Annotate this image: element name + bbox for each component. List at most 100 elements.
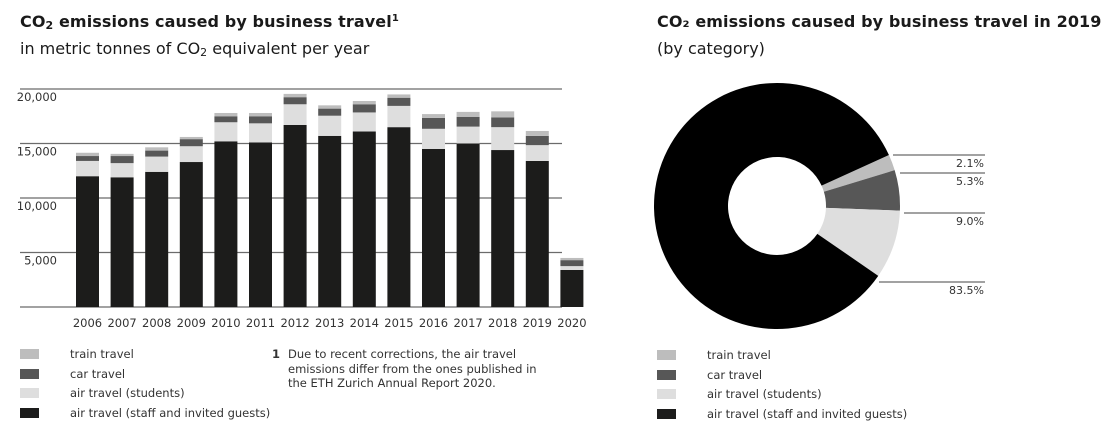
legend-item-train: train travel <box>20 344 270 364</box>
x-tick-label: 2018 <box>488 316 517 330</box>
bar-title-footnote-marker: 1 <box>391 13 399 24</box>
donut-percent-label: 2.1% <box>956 157 984 170</box>
bar-segment-car-travel <box>387 97 411 106</box>
legend-item-students: air travel (students) <box>657 384 907 404</box>
bar-segment-air-travel-staff-and-invited-guests <box>318 135 342 307</box>
bar-chart-legend: train travel car travel air travel (stud… <box>20 344 270 423</box>
bar-segment-train-travel <box>214 112 238 117</box>
bar-segment-car-travel <box>525 135 549 146</box>
x-tick-label: 2010 <box>211 316 240 330</box>
legend-swatch-staff <box>657 408 676 419</box>
legend-item-staff: air travel (staff and invited guests) <box>657 404 907 424</box>
bar-segment-air-travel-staff-and-invited-guests <box>249 142 272 307</box>
legend-label: train travel <box>707 347 771 362</box>
bar-segment-air-travel-staff-and-invited-guests <box>110 177 134 307</box>
bar-chart-subtitle: in metric tonnes of CO2 equivalent per y… <box>20 39 369 59</box>
footnote-text: Due to recent corrections, the air trave… <box>288 347 537 390</box>
y-tick-label: 5,000 <box>24 254 57 268</box>
x-tick-label: 2011 <box>246 316 275 330</box>
bar-segment-train-travel <box>352 100 376 105</box>
bar-segment-air-travel-staff-and-invited-guests <box>145 171 169 307</box>
bar-segment-car-travel <box>179 139 203 147</box>
donut-percent-label: 83.5% <box>949 284 984 297</box>
bar-segment-air-travel-staff-and-invited-guests <box>283 124 307 307</box>
footnote-marker: 1 <box>272 347 281 361</box>
legend-label: air travel (staff and invited guests) <box>707 406 908 421</box>
bar-segment-train-travel <box>456 111 480 117</box>
footnote: 1 Due to recent corrections, the air tra… <box>272 347 558 391</box>
legend-swatch-train <box>20 348 39 359</box>
donut-slice-air-travel-staff-and-invited-guests <box>654 83 889 330</box>
x-tick-label: 2015 <box>384 316 413 330</box>
bar-segment-car-travel <box>283 97 307 105</box>
x-tick-label: 2009 <box>177 316 206 330</box>
bar-title-pre: CO <box>20 12 46 31</box>
bar-segment-train-travel <box>76 152 99 157</box>
donut-chart-title: CO₂ emissions caused by business travel … <box>657 12 1102 31</box>
bar-segment-air-travel-students <box>249 123 272 143</box>
bar-segment-air-travel-students <box>110 163 134 178</box>
donut-chart-subtitle: (by category) <box>657 39 765 58</box>
donut-slice-car-travel <box>823 170 900 211</box>
x-tick-label: 2007 <box>107 316 136 330</box>
legend-label: car travel <box>70 366 126 381</box>
bar-segment-train-travel <box>560 257 584 261</box>
bar-segment-car-travel <box>422 117 445 129</box>
bar-segment-air-travel-students <box>387 105 411 128</box>
bar-subtitle-sub: 2 <box>200 46 208 59</box>
bar-segment-air-travel-students <box>76 160 99 177</box>
legend-item-car: car travel <box>20 364 270 384</box>
donut-slice-air-travel-students <box>817 207 900 276</box>
bar-segment-train-travel <box>145 147 169 151</box>
bar-segment-car-travel <box>249 116 272 124</box>
bar-subtitle-post: equivalent per year <box>207 39 370 58</box>
bar-segment-air-travel-staff-and-invited-guests <box>525 160 549 307</box>
bar-segment-air-travel-students <box>318 115 342 136</box>
legend-label: air travel (students) <box>707 387 822 402</box>
donut-percent-label: 9.0% <box>956 215 984 228</box>
x-tick-label: 2012 <box>280 316 309 330</box>
bar-segment-car-travel <box>560 260 584 267</box>
legend-swatch-car <box>657 369 676 380</box>
bar-segment-train-travel <box>249 112 272 117</box>
bar-segment-air-travel-staff-and-invited-guests <box>560 269 584 307</box>
bar-segment-air-travel-students <box>214 122 238 142</box>
bar-segment-car-travel <box>145 150 169 157</box>
bar-title-post: emissions caused by business travel <box>53 12 392 31</box>
y-tick-label: 10,000 <box>17 199 57 213</box>
bar-segment-air-travel-students <box>352 112 376 132</box>
donut-chart: 2.1% 5.3% 9.0% 83.5% <box>654 83 985 330</box>
legend-swatch-students <box>657 389 676 400</box>
legend-item-staff: air travel (staff and invited guests) <box>20 403 270 423</box>
x-tick-label: 2016 <box>419 316 448 330</box>
bar-segment-air-travel-students <box>456 126 480 144</box>
bar-title-sub: 2 <box>45 19 54 32</box>
bar-segment-car-travel <box>214 116 238 123</box>
legend-swatch-students <box>20 388 39 399</box>
bar-segment-train-travel <box>387 94 411 98</box>
y-tick-label: 20,000 <box>17 90 57 104</box>
bar-segment-car-travel <box>456 116 480 127</box>
bar-segment-train-travel <box>318 105 342 109</box>
legend-label: car travel <box>707 367 763 382</box>
bar-segment-train-travel <box>283 93 307 98</box>
bar-segment-car-travel <box>110 156 134 164</box>
bar-segment-air-travel-students <box>525 145 549 161</box>
bar-segment-air-travel-staff-and-invited-guests <box>179 162 203 307</box>
bar-segment-air-travel-staff-and-invited-guests <box>456 143 480 307</box>
bar-segment-air-travel-staff-and-invited-guests <box>214 141 238 307</box>
x-tick-label: 2008 <box>142 316 171 330</box>
legend-swatch-staff <box>20 407 39 418</box>
x-tick-label: 2017 <box>453 316 482 330</box>
bar-segment-air-travel-students <box>422 128 445 149</box>
donut-slice-train-travel <box>821 154 895 192</box>
bar-segment-car-travel <box>352 104 376 113</box>
legend-swatch-car <box>20 368 39 379</box>
bar-segment-car-travel <box>491 117 515 128</box>
stacked-bar-chart: 5,000 10,000 15,000 20,000 2006 2007 2008 2009 2… <box>17 88 587 330</box>
legend-item-car: car travel <box>657 365 907 385</box>
x-tick-label: 2014 <box>350 316 379 330</box>
bar-segment-air-travel-staff-and-invited-guests <box>387 127 411 308</box>
bar-segment-air-travel-staff-and-invited-guests <box>491 150 515 307</box>
legend-item-train: train travel <box>657 345 907 365</box>
